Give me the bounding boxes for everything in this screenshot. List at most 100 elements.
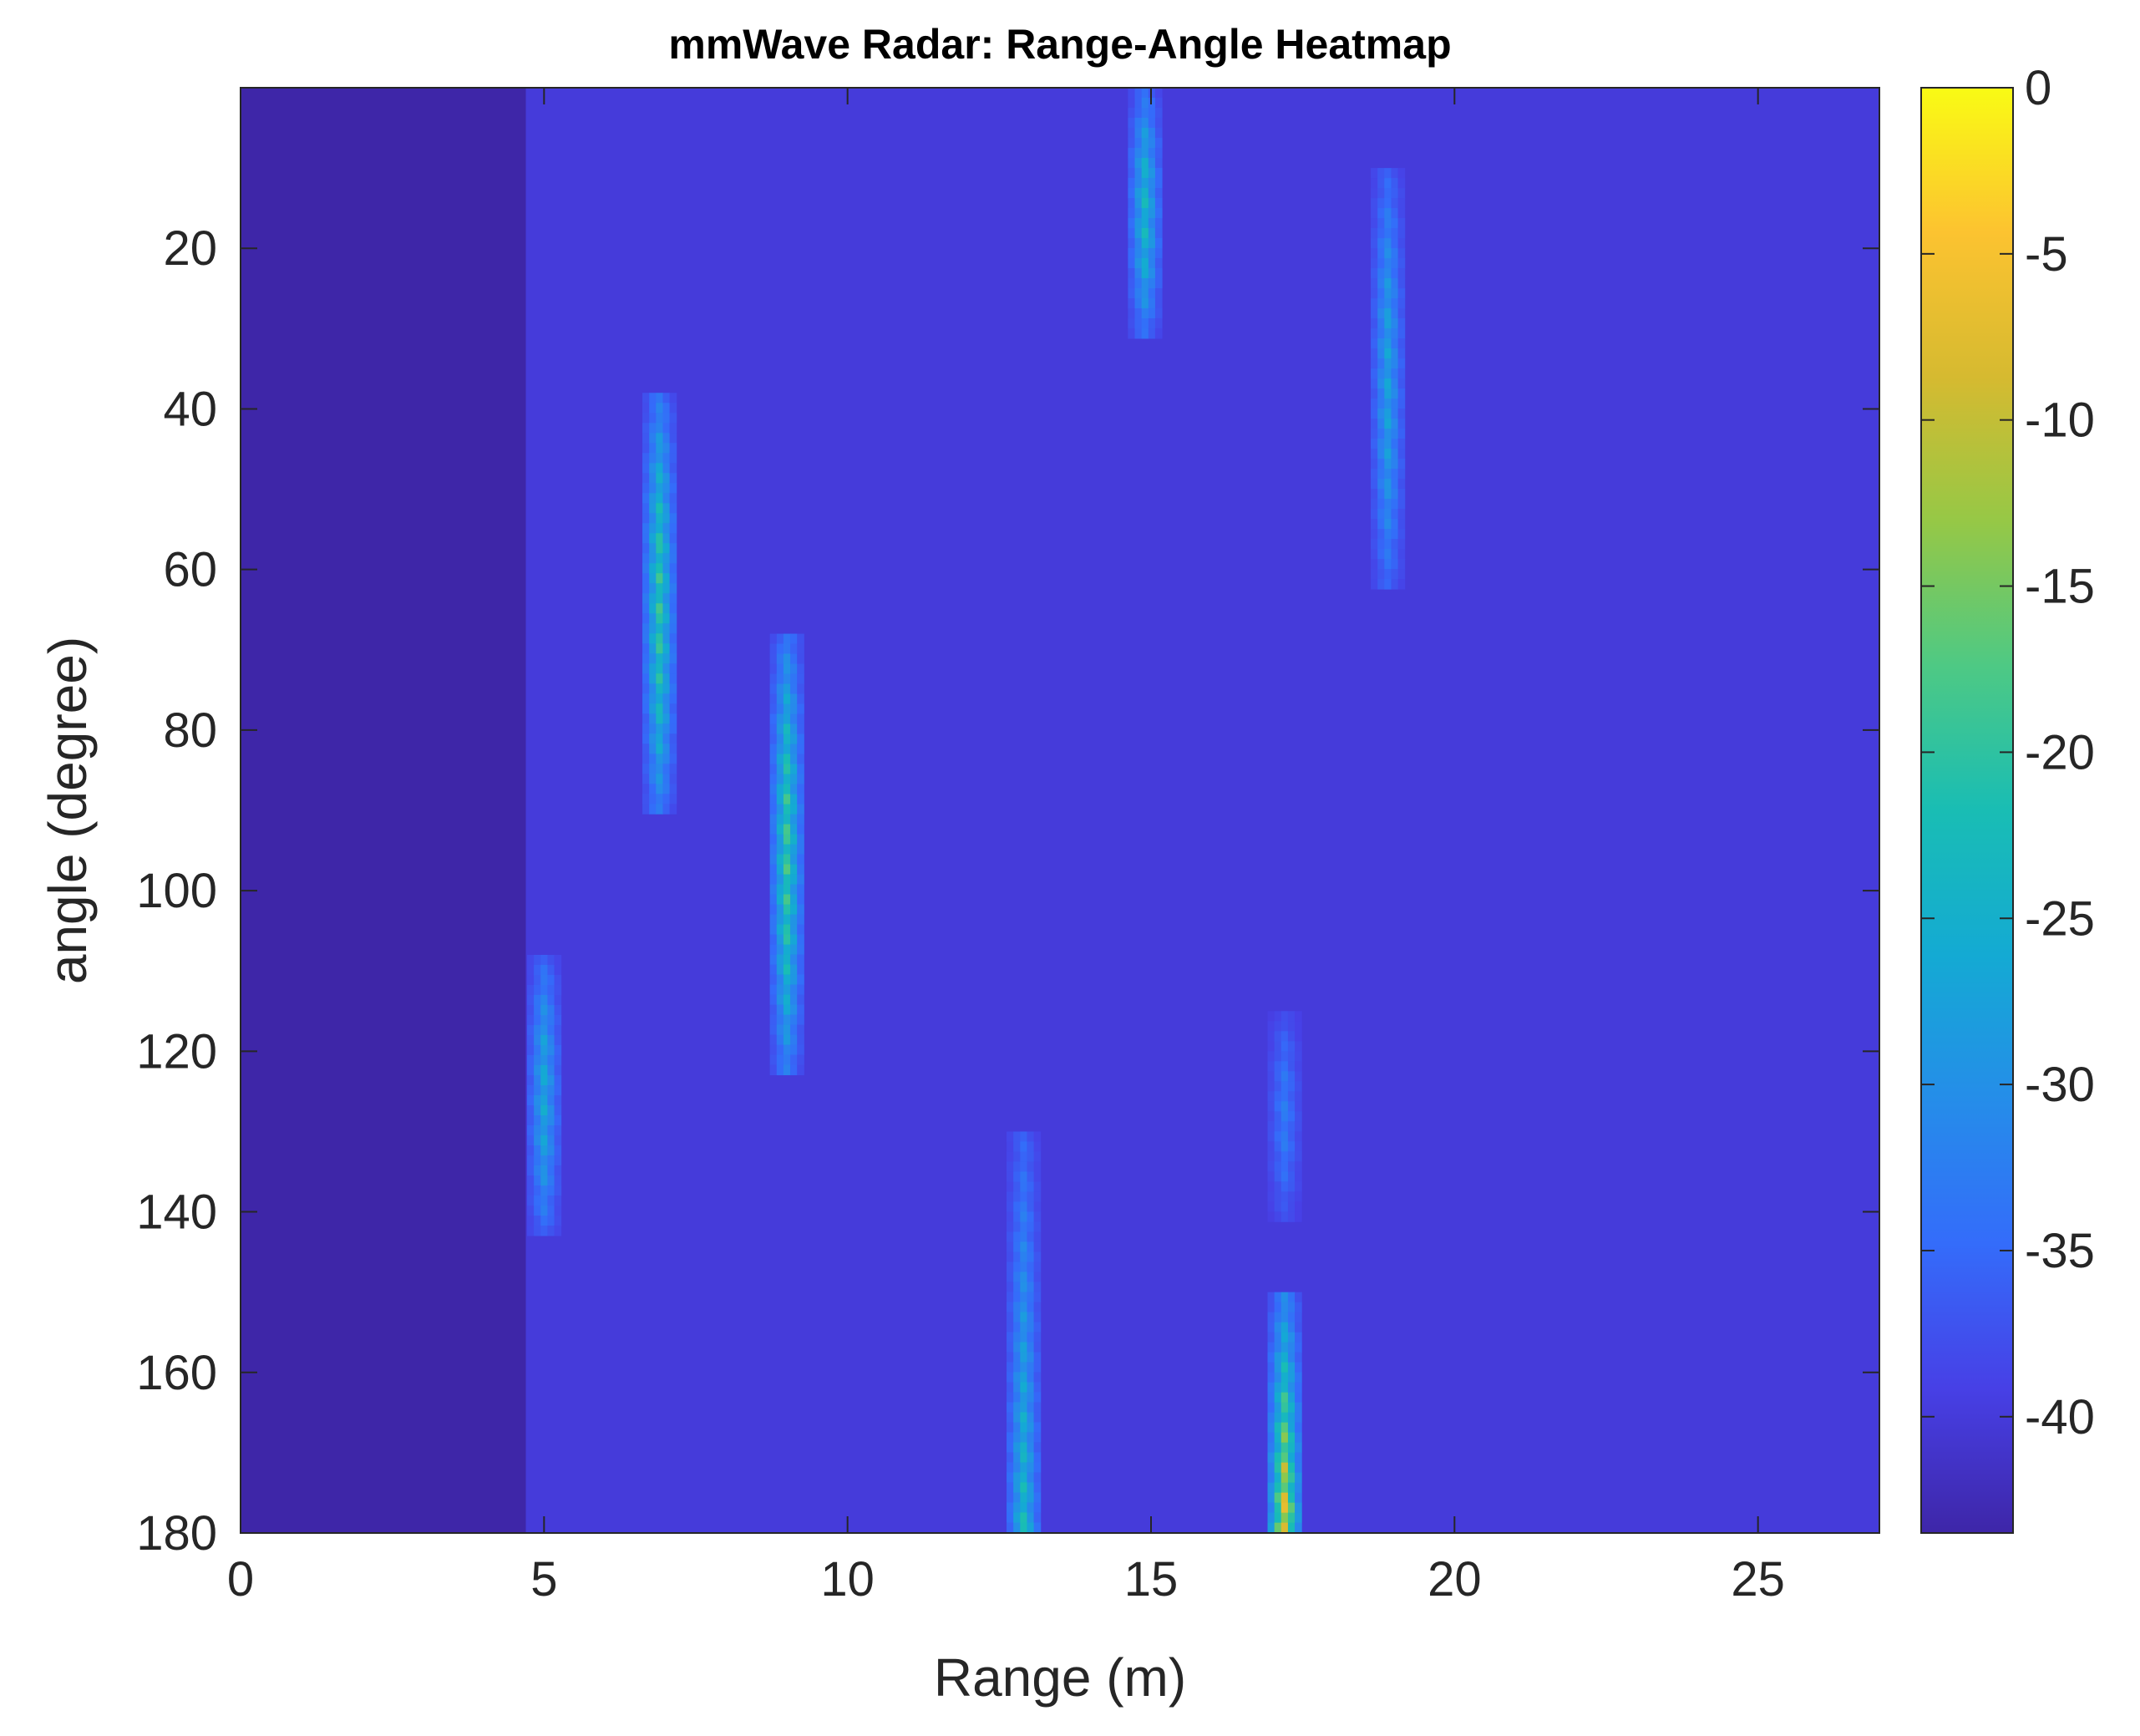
heat-cell [1020,1462,1027,1473]
heat-cell [649,703,657,714]
heat-cell [783,834,791,845]
heat-cell [642,583,650,594]
heat-cell [656,403,663,414]
heat-cell [1384,499,1392,510]
heat-cell [797,864,804,876]
heat-cell [1134,288,1143,299]
heat-cell [1384,358,1392,369]
heat-cell [1371,178,1378,189]
heat-cell [1391,178,1399,189]
heat-cell [783,964,791,976]
target-return [1267,1011,1302,1222]
heat-cell [1384,328,1392,339]
heat-cell [1280,1061,1289,1072]
heat-cell [662,393,671,404]
heat-cell [669,553,677,564]
heat-cell [547,1125,555,1136]
heat-cell [1397,258,1406,269]
heat-cell [1274,1031,1282,1042]
heat-cell [797,683,804,695]
heat-cell [790,824,798,835]
heat-cell [1154,148,1163,159]
heat-cell [662,513,671,524]
heat-cell [1020,1292,1027,1302]
heat-cell [1020,1432,1027,1443]
heat-cell [1013,1412,1021,1423]
heat-cell [1020,1362,1027,1373]
heat-cell [1141,218,1149,229]
heat-cell [1295,1101,1302,1112]
heat-cell [783,653,791,665]
heat-cell [1033,1382,1042,1393]
colorbar-tick-label: -20 [2025,725,2095,779]
heat-cell [662,573,671,584]
heat-cell [790,934,798,946]
heat-cell [642,563,650,574]
heat-cell [776,834,784,845]
heat-cell [1397,278,1406,289]
heat-cell [1148,188,1156,199]
heat-cell [1371,439,1378,449]
heat-cell [1033,1141,1042,1152]
heat-cell [1007,1201,1014,1212]
heat-cell [1007,1442,1014,1453]
heat-cell [1287,1302,1296,1313]
heat-cell [1013,1512,1021,1523]
heat-cell [1280,1191,1289,1202]
heat-cell [642,673,650,684]
heat-cell [662,784,671,794]
heat-cell [776,733,784,745]
heat-cell [1007,1402,1014,1413]
heat-cell [1267,1532,1275,1533]
heat-cell [783,814,791,825]
heat-cell [662,764,671,774]
heat-cell [1391,348,1399,359]
heat-cell [1020,1372,1027,1383]
heat-cell [1295,1372,1302,1383]
target-return [1371,168,1406,590]
heat-cell [1020,1211,1027,1222]
heat-cell [1377,489,1385,500]
heat-cell [1287,1061,1296,1072]
heat-cell [1154,288,1163,299]
heat-cell [526,1085,535,1096]
heat-cell [1007,1141,1014,1152]
heat-cell [1267,1392,1275,1404]
heat-cell [797,914,804,926]
heat-cell [662,473,671,484]
heat-cell [1027,1241,1035,1252]
heat-cell [1020,1412,1027,1423]
heat-cell [1274,1211,1282,1222]
heat-cell [1267,1372,1275,1383]
heat-cell [783,874,791,886]
heat-cell [1013,1292,1021,1302]
heat-cell [1020,1352,1027,1363]
heat-cell [769,673,778,685]
heat-cell [1027,1392,1035,1403]
heat-cell [769,663,778,675]
heat-cell [1377,178,1385,189]
target-return [1267,1292,1302,1533]
heat-cell [797,954,804,966]
heat-cell [1377,348,1385,359]
heat-cell [769,784,778,795]
heat-cell [790,1044,798,1056]
heat-cell [776,1024,784,1036]
x-tick-label: 5 [530,1552,557,1607]
heat-cell [1384,278,1392,289]
heat-cell [526,1035,535,1046]
heat-cell [1280,1101,1289,1112]
heat-cell [1280,1041,1289,1052]
heat-cell [1371,278,1378,289]
heat-cell [769,1044,778,1056]
heat-cell [1267,1412,1275,1424]
heat-cell [1371,569,1378,580]
heat-cell [1128,158,1136,169]
heat-cell [1280,1332,1289,1343]
heat-cell [1267,1201,1275,1212]
heat-cell [642,543,650,554]
heat-cell [649,683,657,694]
heat-cell [547,1095,555,1106]
heat-cell [1134,88,1143,99]
heat-cell [662,413,671,424]
